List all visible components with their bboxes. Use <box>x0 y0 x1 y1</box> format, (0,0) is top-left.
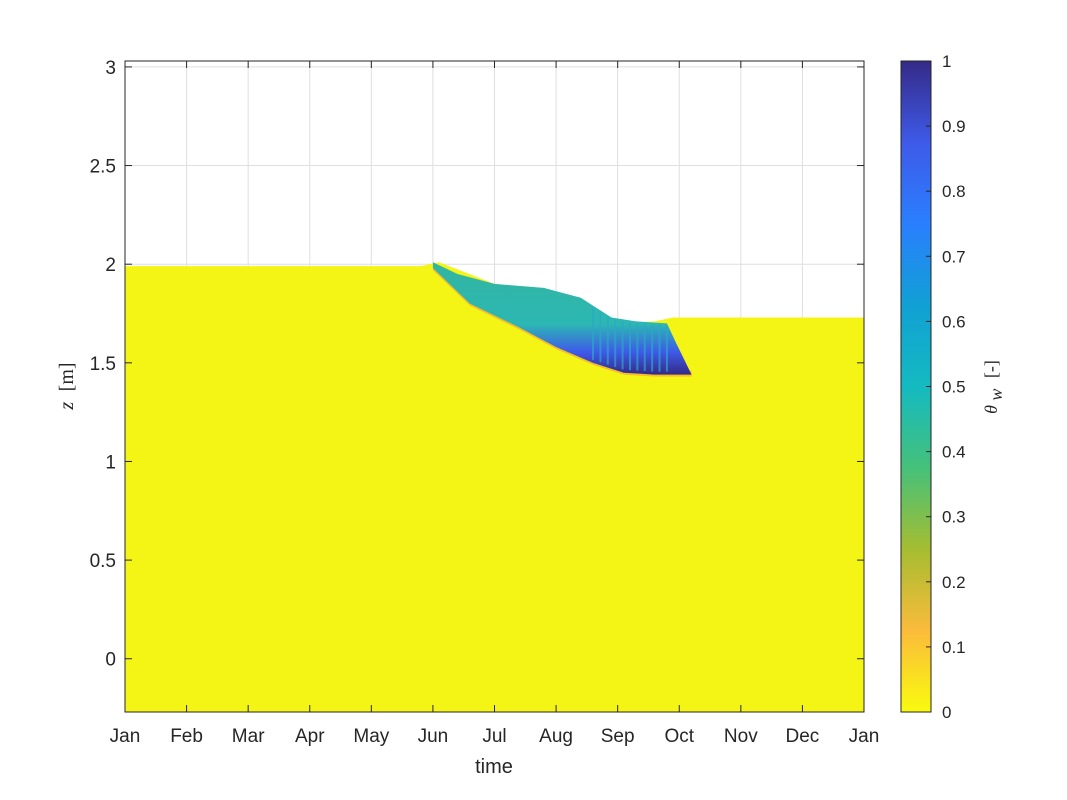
y-axis-unit: [m] <box>56 362 78 391</box>
x-tick-label: May <box>353 726 389 747</box>
y-axis-title: z [m] <box>56 362 78 410</box>
x-tick-label: Jul <box>482 726 506 747</box>
x-tick-label: Feb <box>170 726 203 747</box>
colorbar-unit: [-] <box>981 360 1001 378</box>
colorbar-title: θ w [-] <box>981 360 1006 414</box>
colorbar-symbol: θ <box>981 405 1001 414</box>
x-tick-label: Sep <box>601 726 635 747</box>
wet-layer <box>432 262 692 375</box>
x-tick-label: Mar <box>232 726 265 747</box>
colorbar-tick-label: 0.5 <box>942 378 966 397</box>
x-tick-label: Jan <box>849 726 880 747</box>
x-tick-label: Oct <box>664 726 694 747</box>
colorbar-tick-label: 0.3 <box>942 508 966 527</box>
colorbar-tick-label: 0.4 <box>942 443 966 462</box>
y-tick-label: 0 <box>105 650 116 671</box>
colorbar-tick-label: 0.7 <box>942 247 966 266</box>
colorbar-tick-label: 0.2 <box>942 573 966 592</box>
x-tick-label: Dec <box>786 726 820 747</box>
x-axis-title: time <box>475 756 513 778</box>
colorbar-tick-label: 0.8 <box>942 182 966 201</box>
x-axis: Jan Feb Mar Apr May Jun Jul Aug Sep Oct Nov Dec Jan <box>110 61 880 747</box>
snowpack-fill <box>125 262 864 712</box>
y-tick-label: 0.5 <box>90 551 116 572</box>
x-tick-label: Apr <box>295 726 325 747</box>
y-axis: 0 0.5 1 1.5 2 2.5 3 <box>90 58 864 671</box>
y-axis-symbol: z <box>56 402 78 411</box>
x-tick-label: Aug <box>539 726 573 747</box>
colorbar-tick-label: 0.6 <box>942 312 966 331</box>
y-tick-label: 1.5 <box>90 354 116 375</box>
colorbar-subscript: w <box>986 389 1006 401</box>
wet-layer-stripes <box>592 307 668 372</box>
colorbar-tick-label: 0 <box>942 703 951 722</box>
x-tick-label: Nov <box>724 726 758 747</box>
x-tick-label: Jun <box>418 726 449 747</box>
y-tick-label: 2 <box>105 255 116 276</box>
x-tick-label: Jan <box>110 726 141 747</box>
colorbar-axis: 0 0.1 0.2 0.3 0.4 0.5 0.6 0.7 0.8 0.9 1 <box>926 52 966 722</box>
colorbar-tick-label: 1 <box>942 52 951 71</box>
y-tick-label: 2.5 <box>90 157 116 178</box>
colorbar-tick-label: 0.9 <box>942 117 966 136</box>
y-tick-label: 3 <box>105 58 116 79</box>
colorbar-tick-label: 0.1 <box>942 638 966 657</box>
y-tick-label: 1 <box>105 452 116 473</box>
